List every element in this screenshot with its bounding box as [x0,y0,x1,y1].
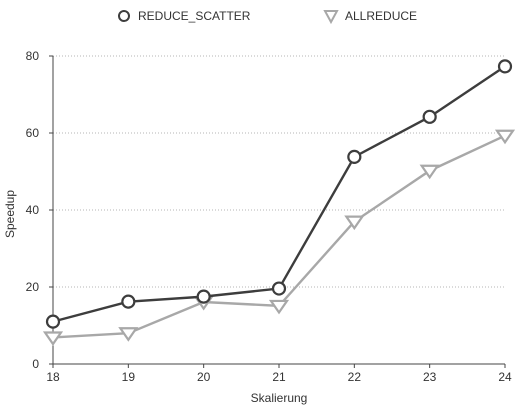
x-axis-ticks: 18 19 20 21 22 23 24 [46,364,512,384]
data-point [347,149,362,164]
grid-lines [53,55,505,288]
legend: REDUCE_SCATTER ALLREDUCE [118,9,417,25]
data-point [497,59,513,74]
data-point [344,215,365,231]
legend-item: REDUCE_SCATTER [118,9,251,23]
data-point [118,327,139,342]
data-point [494,129,516,145]
x-tick-label: 19 [122,370,136,384]
y-tick-label: 80 [26,49,40,63]
legend-marker [323,10,339,25]
legend-label: REDUCE_SCATTER [138,9,251,23]
data-point [196,289,211,304]
x-tick-label: 18 [46,370,60,384]
y-tick-label: 0 [32,357,39,371]
series-layer [42,59,516,346]
y-tick-label: 60 [26,126,40,140]
series-reduce-scatter [45,59,513,329]
data-point [271,281,287,296]
data-point [268,299,290,315]
series-allreduce [42,129,516,346]
data-point [422,109,437,124]
data-point [121,294,136,309]
legend-label: ALLREDUCE [345,9,417,23]
legend-marker [118,10,130,22]
legend-item: ALLREDUCE [323,9,417,25]
data-point [45,314,61,329]
x-tick-label: 23 [423,370,437,384]
data-point [42,331,64,346]
y-tick-label: 40 [26,203,40,217]
y-axis-title: Speedup [3,190,17,238]
y-tick-label: 20 [26,280,40,294]
x-tick-label: 20 [197,370,211,384]
x-tick-label: 24 [498,370,512,384]
x-tick-label: 22 [348,370,362,384]
x-axis-title: Skalierung [251,391,308,405]
y-axis-ticks: 0 20 40 60 80 [26,49,53,371]
x-tick-label: 21 [272,370,286,384]
data-point [419,164,440,180]
